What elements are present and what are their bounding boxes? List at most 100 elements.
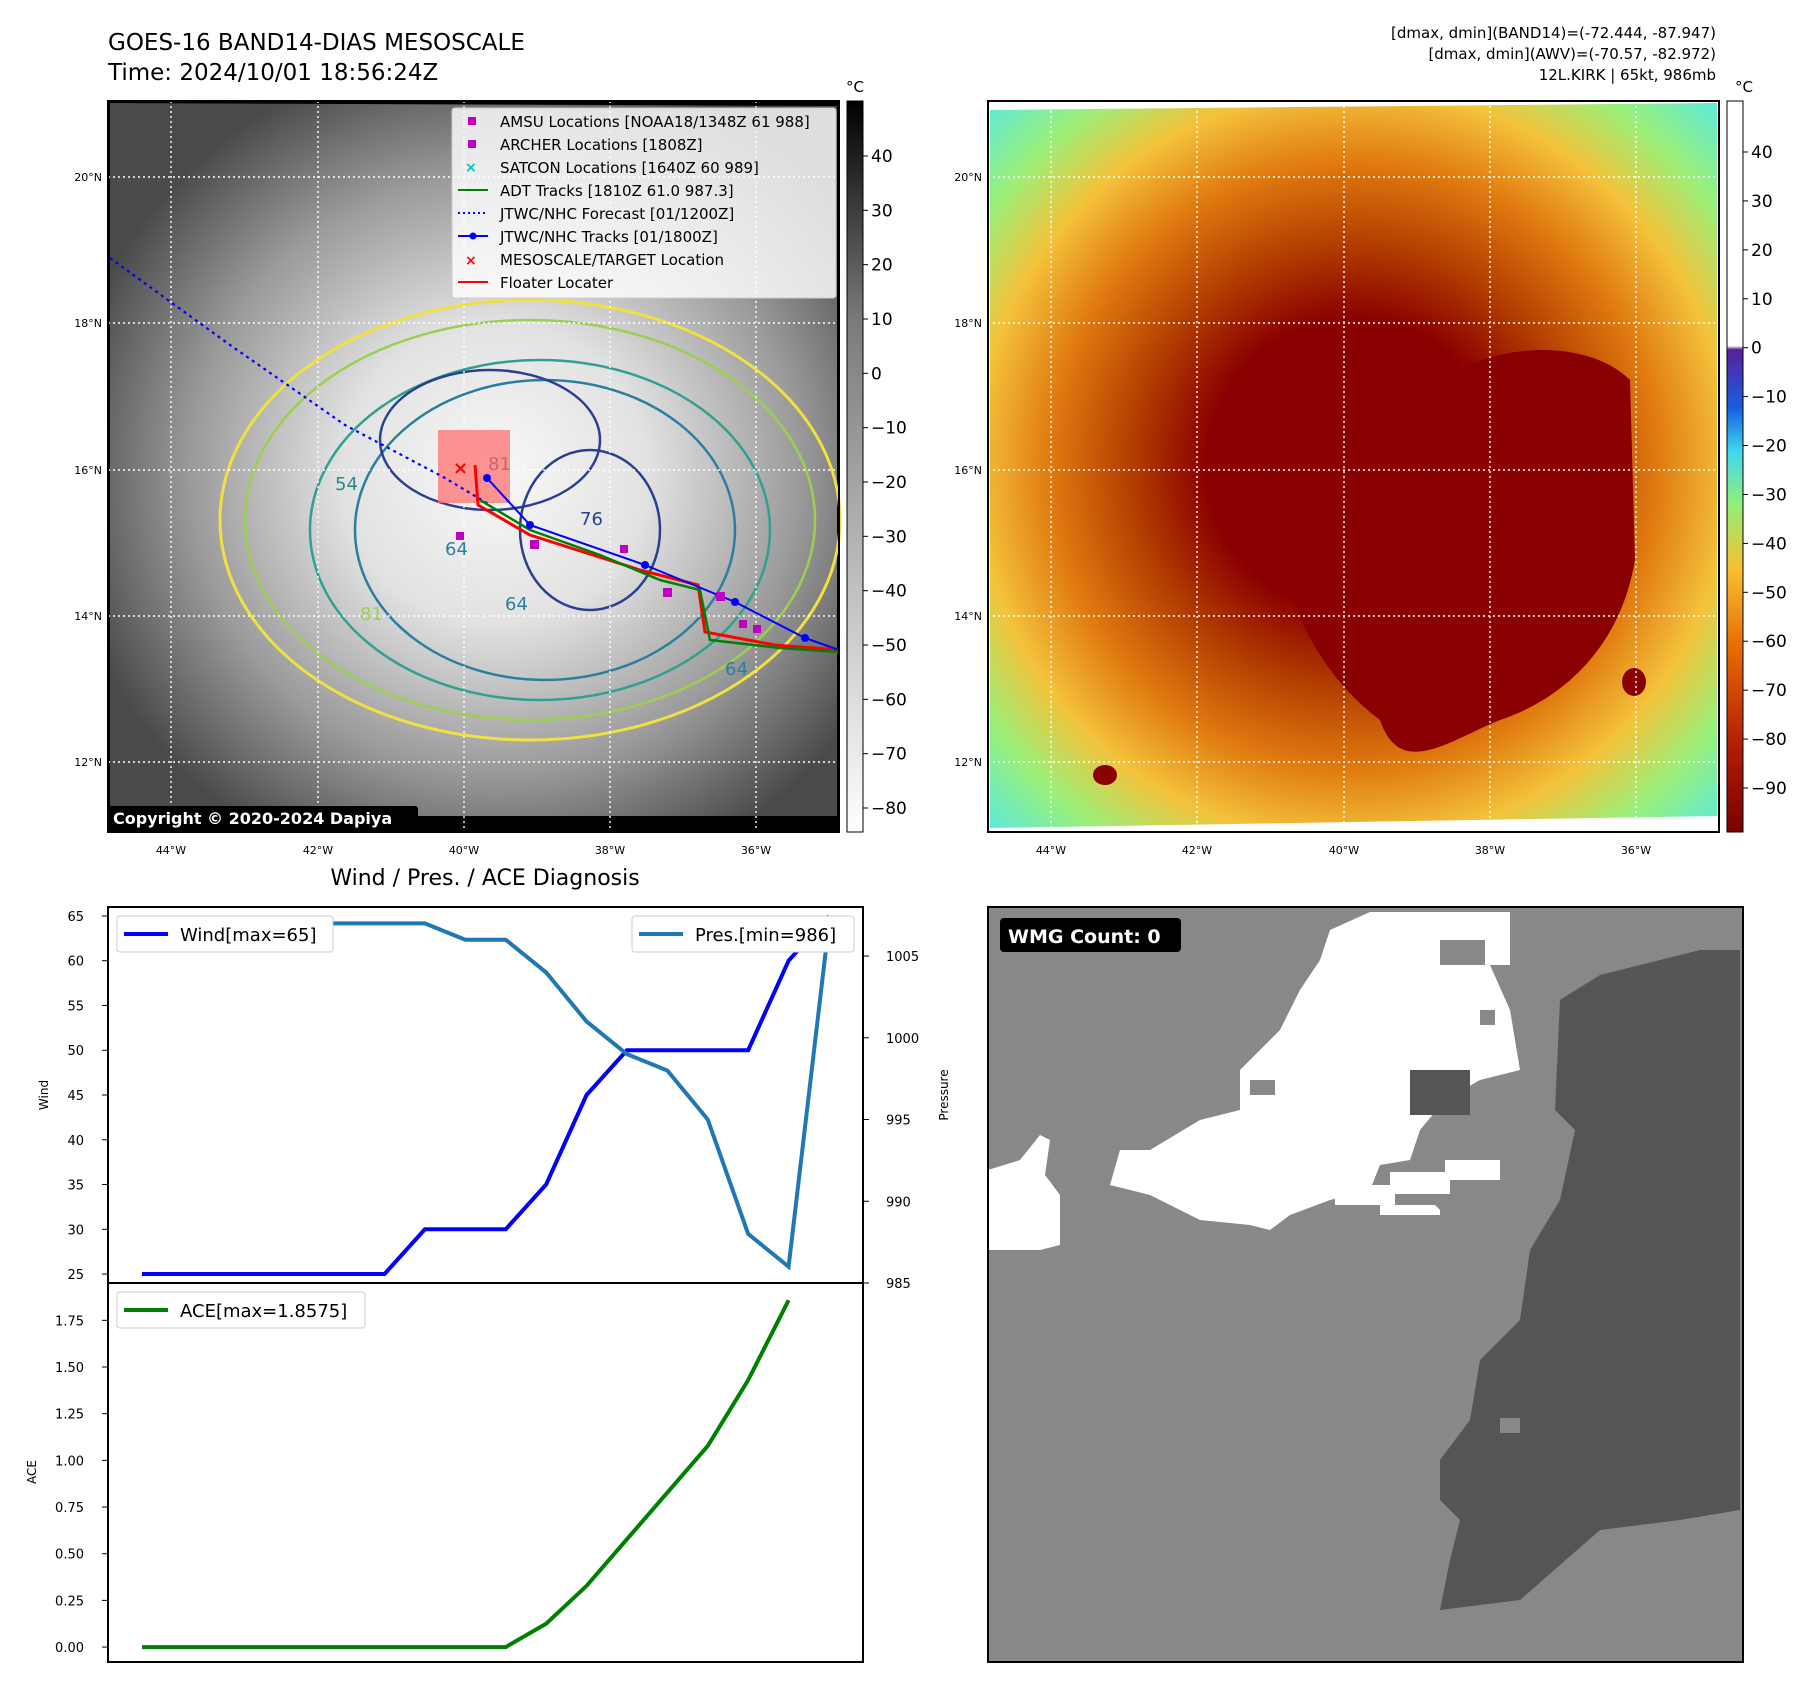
- colorbar-tick-label: 10: [1751, 290, 1773, 310]
- colorbar-tick-label: 10: [871, 310, 893, 330]
- ace-legend: ACE[max=1.8575]: [116, 1291, 366, 1329]
- pressure-axis-tick-label: 985: [886, 1277, 911, 1292]
- copyright: Copyright © 2020-2024 Dapiya: [113, 809, 392, 828]
- colorbar-tick-label: −30: [1751, 485, 1787, 505]
- colorbar-tick-label: −60: [1751, 632, 1787, 652]
- ace-axis-tick-label: 1.25: [55, 1408, 84, 1423]
- contour-label: 64: [725, 659, 748, 680]
- lon-label: 38°W: [1475, 844, 1505, 857]
- jtwc-track: [486, 477, 840, 651]
- colorbar-tick-label: −70: [871, 745, 907, 765]
- colorbar-tick-label: 40: [1751, 143, 1773, 163]
- lon-label: 40°W: [1329, 844, 1359, 857]
- title-line2: Time: 2024/10/01 18:56:24Z: [107, 60, 438, 86]
- lat-label: 16°N: [74, 464, 102, 477]
- legend-mesoscale: MESOSCALE/TARGET Location: [500, 251, 724, 269]
- stats-line1: [dmax, dmin](BAND14)=(-72.444, -87.947): [1391, 24, 1716, 42]
- ace-legend-label: ACE[max=1.8575]: [180, 1301, 347, 1322]
- ir-map-gridlines: [988, 101, 1719, 832]
- colorbar-tick-label: −20: [871, 473, 907, 493]
- grayscale-map: 54 64 76 81 64 81 64 ×: [107, 100, 842, 833]
- colorbar-tick-label: 20: [871, 256, 893, 276]
- contour-label: 76: [580, 509, 603, 530]
- gray-colorbar: °C 40 30 20 10 0 −10 −20 −30 −40 −50 −60 −70 −80: [846, 78, 907, 833]
- lat-label: 16°N: [954, 464, 982, 477]
- colorbar-tick-label: −80: [1751, 730, 1787, 750]
- amsu-archer-markers: [456, 532, 761, 633]
- wind-legend: Wind[max=65]: [116, 915, 334, 953]
- stats-line3: 12L.KIRK | 65kt, 986mb: [1539, 66, 1716, 84]
- floater-locater: [473, 464, 840, 652]
- lon-label: 44°W: [156, 844, 186, 857]
- wind-axis-tick-label: 25: [67, 1268, 84, 1283]
- pressure-axis-tick-label: 1005: [886, 950, 919, 965]
- legend-floater: Floater Locater: [500, 274, 614, 292]
- colorbar-tick-label: 40: [871, 147, 893, 167]
- ace-axis-tick-label: 1.50: [55, 1361, 84, 1376]
- svg-text:×: ×: [465, 160, 477, 176]
- lat-label: 12°N: [74, 756, 102, 769]
- pressure-legend: Pres.[min=986]: [631, 915, 855, 953]
- legend-archer: ARCHER Locations [1808Z]: [500, 136, 703, 154]
- lat-label: 20°N: [74, 171, 102, 184]
- wind-axis-tick-label: 60: [67, 955, 84, 970]
- legend-forecast: JTWC/NHC Forecast [01/1200Z]: [499, 205, 734, 223]
- colorbar-tick-label: −10: [1751, 388, 1787, 408]
- lat-label: 18°N: [74, 317, 102, 330]
- lat-label: 12°N: [954, 756, 982, 769]
- lat-label: 20°N: [954, 171, 982, 184]
- ace-axis-tick-label: 1.75: [55, 1314, 84, 1329]
- legend-amsu: AMSU Locations [NOAA18/1348Z 61 988]: [500, 113, 810, 131]
- pressure-axis-tick-label: 1000: [886, 1032, 919, 1047]
- color-colorbar: °C 40 30 20 10 0 −10 −20 −30 −40 −50 −60 −70 −80 −90: [1726, 78, 1787, 833]
- colorbar-unit: °C: [1735, 78, 1753, 96]
- colorbar-tick-label: −20: [1751, 437, 1787, 457]
- pressure-axis-label: Pressure: [937, 1069, 951, 1120]
- wind-axis-tick-label: 35: [67, 1179, 84, 1194]
- left-map-axis-labels: 20°N 18°N 16°N 14°N 12°N 44°W 42°W 40°W …: [74, 171, 771, 857]
- colorbar-tick-label: −90: [1751, 779, 1787, 799]
- lon-label: 36°W: [741, 844, 771, 857]
- ir-color-map: [987, 100, 1720, 833]
- lat-label: 14°N: [74, 610, 102, 623]
- lon-label: 36°W: [1621, 844, 1651, 857]
- wind-axis-label: Wind: [37, 1080, 51, 1110]
- wind-axis-tick-label: 40: [67, 1134, 84, 1149]
- wind-axis-tick-label: 30: [67, 1223, 84, 1238]
- lon-label: 42°W: [1182, 844, 1212, 857]
- mesoscale-target-marker: ×: [453, 458, 468, 479]
- lon-label: 42°W: [303, 844, 333, 857]
- title-line1: GOES-16 BAND14-DIAS MESOSCALE: [108, 30, 525, 56]
- lon-label: 40°W: [449, 844, 479, 857]
- wind-pressure-chart: 25 30 35 40 45 50 55 60 65 985 990 995 1000 1005: [67, 906, 919, 1292]
- colorbar-tick-label: −40: [1751, 534, 1787, 554]
- adt-track: [479, 498, 840, 654]
- legend-jtwc-tracks: JTWC/NHC Tracks [01/1800Z]: [499, 228, 718, 246]
- colorbar-tick-label: 0: [871, 364, 882, 384]
- ace-axis-tick-label: 1.00: [55, 1454, 84, 1469]
- pressure-legend-label: Pres.[min=986]: [695, 925, 836, 946]
- colorbar-unit: °C: [846, 78, 864, 96]
- ace-chart: 0.00 0.25 0.50 0.75 1.00 1.25 1.50 1.75: [55, 1282, 864, 1663]
- colorbar-tick-label: 30: [1751, 192, 1773, 212]
- legend-satcon: SATCON Locations [1640Z 60 989]: [500, 159, 759, 177]
- colorbar-tick-label: −60: [871, 690, 907, 710]
- wind-axis-tick-label: 65: [67, 910, 84, 925]
- lat-label: 18°N: [954, 317, 982, 330]
- wind-axis-tick-label: 55: [67, 999, 84, 1014]
- colorbar-tick-label: −50: [871, 636, 907, 656]
- right-map-axis-labels: 20°N 18°N 16°N 14°N 12°N 44°W 42°W 40°W …: [954, 171, 1651, 857]
- wind-series-line: [142, 914, 831, 1277]
- lon-label: 38°W: [595, 844, 625, 857]
- wind-legend-label: Wind[max=65]: [180, 925, 317, 946]
- map-legend: × × AMSU Locations [NOAA18/1348Z 61 988]…: [451, 107, 837, 299]
- contour-label: 64: [505, 594, 528, 615]
- legend-adt: ADT Tracks [1810Z 61.0 987.3]: [500, 182, 734, 200]
- svg-text:×: ×: [465, 253, 477, 269]
- contour-label: 54: [335, 474, 358, 495]
- pressure-axis-tick-label: 990: [886, 1195, 911, 1210]
- ace-axis-tick-label: 0.25: [55, 1594, 84, 1609]
- colorbar-tick-label: 30: [871, 201, 893, 221]
- forecast-line: [109, 257, 491, 506]
- colorbar-tick-label: 20: [1751, 241, 1773, 261]
